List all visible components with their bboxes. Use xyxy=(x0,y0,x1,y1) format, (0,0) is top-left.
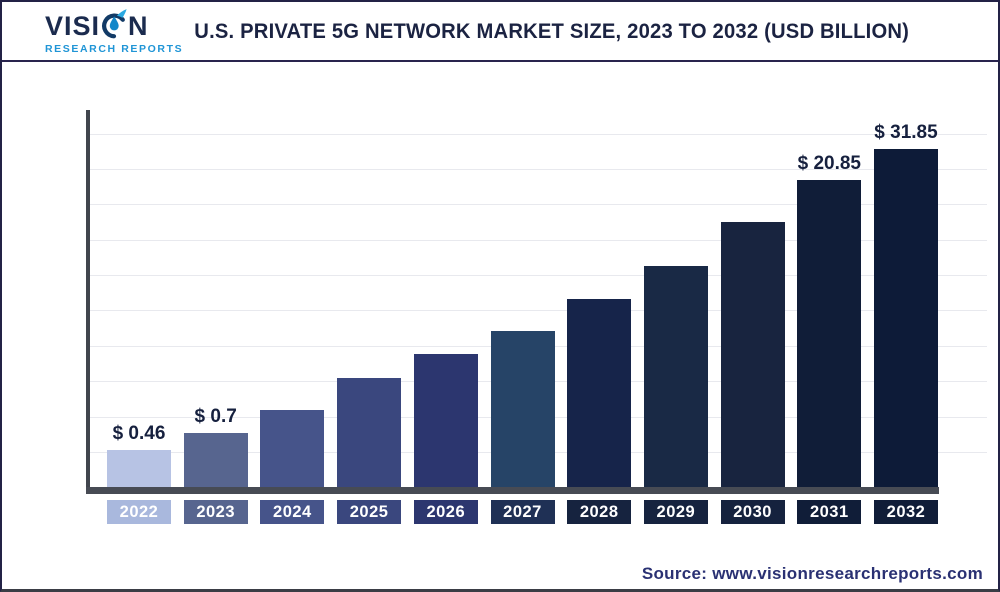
x-tick-2027: 2027 xyxy=(490,500,555,524)
x-tick-label: 2029 xyxy=(656,502,696,521)
x-tick-label: 2025 xyxy=(349,502,389,521)
x-tick-label: 2028 xyxy=(579,502,619,521)
x-tick-2026: 2026 xyxy=(413,500,478,524)
value-label-2023: $ 0.7 xyxy=(194,405,237,427)
x-tick-label: 2022 xyxy=(119,502,159,521)
gridline xyxy=(88,169,987,171)
x-tick-2025: 2025 xyxy=(337,500,402,524)
x-tick-2032: 2032 xyxy=(874,500,938,524)
x-tick-2024: 2024 xyxy=(260,500,325,524)
value-label-2032: $ 31.85 xyxy=(874,121,938,143)
logo-subtitle: RESEARCH REPORTS xyxy=(45,43,184,55)
bar-2028 xyxy=(567,299,632,487)
source-credit: Source: www.visionresearchreports.com xyxy=(641,564,983,583)
bar-2024 xyxy=(260,410,325,487)
y-axis-line xyxy=(86,110,90,494)
gridline xyxy=(88,133,987,135)
bar-2029 xyxy=(643,266,708,487)
logo-wordmark: VISI N xyxy=(45,9,165,42)
x-tick-2022: 2022 xyxy=(107,500,171,524)
logo-word-end: N xyxy=(128,11,149,41)
x-tick-2030: 2030 xyxy=(720,500,785,524)
logo-droplet-icon xyxy=(102,9,127,39)
bar-2023 xyxy=(183,432,248,487)
value-label-2022: $ 0.46 xyxy=(112,423,166,444)
chart-title: U.S. PRIVATE 5G NETWORK MARKET SIZE, 202… xyxy=(194,18,910,43)
x-tick-label: 2024 xyxy=(273,502,312,521)
x-tick-label: 2032 xyxy=(886,502,926,521)
x-tick-2028: 2028 xyxy=(567,500,632,524)
gridline xyxy=(88,275,987,277)
x-tick-2031: 2031 xyxy=(797,500,862,524)
bar-chart: $ 0.46 2022 $ 0.7 2023 2024 2025 2026 2027 2028 2… xyxy=(2,62,998,589)
bar-2031 xyxy=(797,180,862,487)
logo-word-start: VISI xyxy=(45,11,101,41)
bar-2025 xyxy=(337,378,402,487)
bar-2027 xyxy=(490,331,555,487)
bar-2022 xyxy=(107,450,171,487)
x-tick-label: 2023 xyxy=(196,502,236,521)
gridline xyxy=(88,310,987,312)
x-tick-2029: 2029 xyxy=(643,500,708,524)
bar-2032 xyxy=(874,148,938,487)
gridline xyxy=(88,239,987,241)
x-tick-2023: 2023 xyxy=(183,500,248,524)
bar-2030 xyxy=(720,222,785,487)
brand-logo: VISI N RESEARCH REPORTS xyxy=(45,9,184,55)
bar-2026 xyxy=(413,354,478,487)
x-tick-label: 2026 xyxy=(426,502,466,521)
header: VISI N RESEARCH REPORTS U.S. PRIVATE 5G … xyxy=(2,2,998,60)
gridline xyxy=(88,204,987,206)
value-label-2031: $ 20.85 xyxy=(797,153,861,175)
header-divider xyxy=(2,60,998,62)
x-tick-label: 2030 xyxy=(733,502,772,521)
x-axis-line xyxy=(86,487,939,494)
x-tick-label: 2027 xyxy=(503,502,542,521)
x-tick-label: 2031 xyxy=(809,502,849,521)
